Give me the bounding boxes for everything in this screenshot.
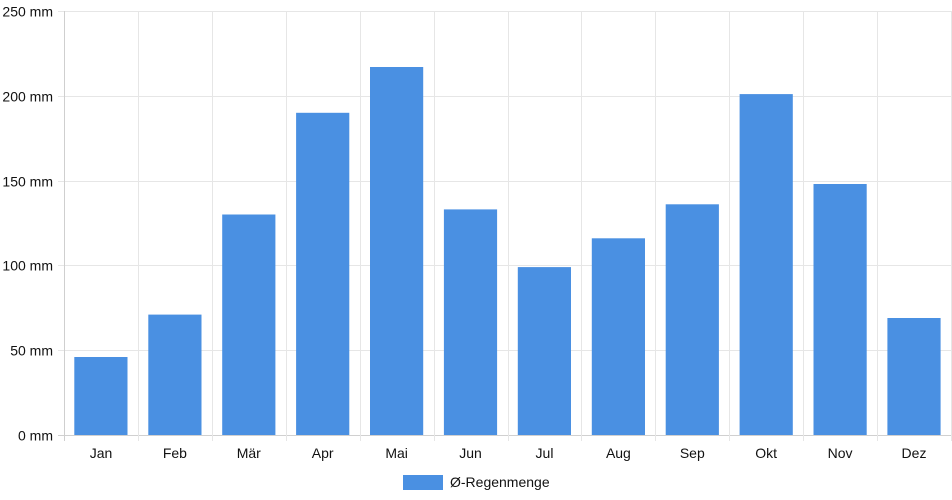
- grid-lines: [58, 11, 952, 441]
- y-tick-label: 100 mm: [2, 258, 53, 274]
- bar-sep[interactable]: [665, 204, 719, 435]
- bar-apr[interactable]: [296, 112, 350, 436]
- legend-label-regenmenge[interactable]: Ø-Regenmenge: [450, 474, 550, 490]
- y-tick-label: 0 mm: [18, 428, 53, 444]
- x-tick-label: Okt: [755, 445, 777, 461]
- y-tick-label: 50 mm: [10, 343, 53, 359]
- bar-okt[interactable]: [739, 94, 793, 435]
- y-axis-tick-labels: 0 mm 50 mm 100 mm 150 mm 200 mm 250 mm: [2, 4, 53, 444]
- x-tick-label: Aug: [606, 445, 631, 461]
- bar-jun[interactable]: [443, 209, 498, 435]
- x-tick-label: Feb: [163, 445, 187, 461]
- y-tick-label: 250 mm: [2, 4, 53, 20]
- legend[interactable]: Ø-Regenmenge: [403, 474, 550, 490]
- y-tick-label: 200 mm: [2, 89, 53, 105]
- bar-mär[interactable]: [222, 214, 276, 436]
- bar-jul[interactable]: [517, 267, 571, 435]
- x-tick-label: Jul: [536, 445, 554, 461]
- x-tick-label: Dez: [902, 445, 927, 461]
- bar-jan[interactable]: [74, 357, 128, 435]
- x-tick-label: Mai: [385, 445, 408, 461]
- bars: [74, 67, 941, 436]
- x-tick-label: Mär: [237, 445, 261, 461]
- x-tick-label: Jun: [459, 445, 482, 461]
- bar-mai[interactable]: [370, 67, 424, 435]
- x-tick-label: Sep: [680, 445, 705, 461]
- x-tick-label: Apr: [312, 445, 334, 461]
- x-axis-tick-labels: Jan Feb Mär Apr Mai Jun Jul Aug Sep Okt Nov Dez: [90, 445, 927, 461]
- x-tick-label: Jan: [90, 445, 113, 461]
- bar-aug[interactable]: [591, 238, 645, 435]
- legend-swatch-regenmenge[interactable]: [403, 475, 443, 490]
- bar-feb[interactable]: [148, 314, 202, 435]
- y-tick-label: 150 mm: [2, 174, 53, 190]
- x-tick-label: Nov: [828, 445, 853, 461]
- bar-nov[interactable]: [813, 184, 867, 435]
- bar-dez[interactable]: [887, 318, 941, 435]
